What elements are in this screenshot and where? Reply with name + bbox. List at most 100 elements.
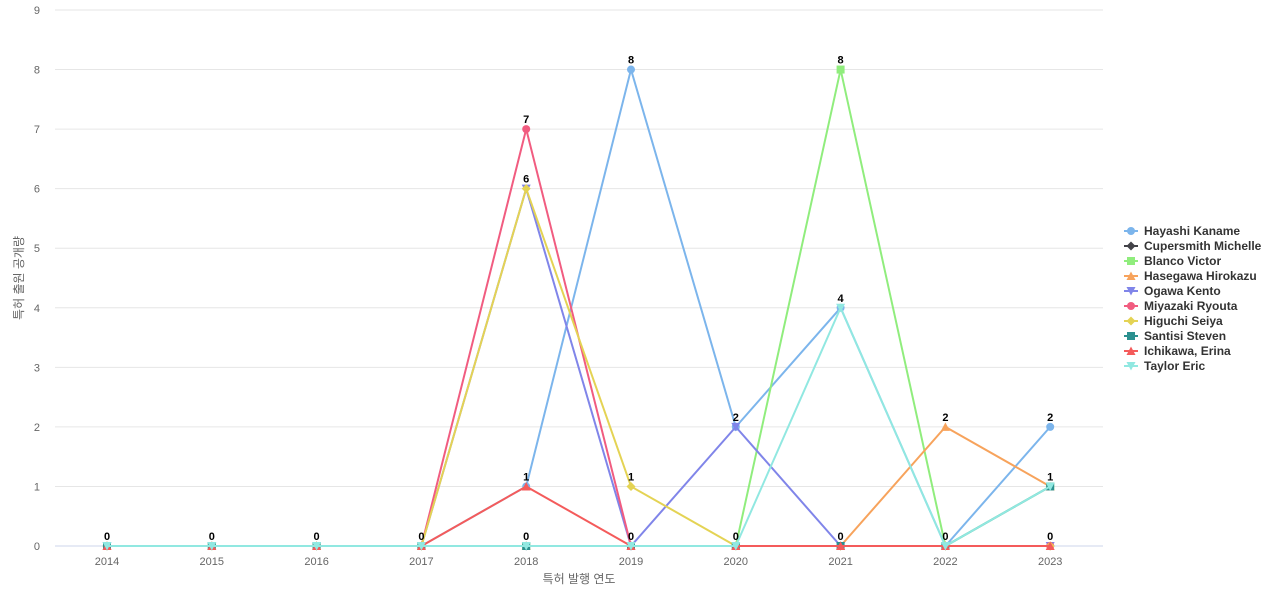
data-label: 0 xyxy=(314,531,320,543)
legend-marker xyxy=(1126,287,1136,296)
data-point xyxy=(940,422,950,431)
series-line[interactable] xyxy=(106,485,1052,547)
data-label: 2 xyxy=(942,412,948,424)
data-point xyxy=(522,125,531,134)
y-tick-label: 6 xyxy=(34,184,40,196)
x-tick-label: 2017 xyxy=(409,556,433,568)
gridlines xyxy=(55,9,1103,487)
data-labels: 0 0 0 0 7 6 1 0 8 1 0 2 0 8 4 0 2 0 2 1 0 xyxy=(104,55,1053,543)
data-point xyxy=(836,541,846,550)
legend-label: Santisi Steven xyxy=(1144,329,1226,343)
x-tick-label: 2023 xyxy=(1038,556,1062,568)
y-axis-title: 특허 출원 공개량 xyxy=(12,236,26,320)
x-tick-label: 2021 xyxy=(828,556,852,568)
data-label: 0 xyxy=(838,531,844,543)
legend-item[interactable]: Taylor Eric xyxy=(1124,359,1205,373)
legend-label: Taylor Eric xyxy=(1144,359,1205,373)
data-label: 2 xyxy=(733,412,739,424)
data-point xyxy=(207,542,217,551)
data-point xyxy=(521,184,531,194)
legend-item[interactable]: Hasegawa Hirokazu xyxy=(1124,269,1257,283)
data-label: 7 xyxy=(523,114,529,126)
data-label: 1 xyxy=(628,471,634,483)
data-point xyxy=(626,481,636,491)
data-label: 0 xyxy=(628,531,634,543)
data-point xyxy=(731,542,741,551)
x-tick-label: 2018 xyxy=(514,556,538,568)
data-label: 6 xyxy=(523,174,529,186)
y-tick-label: 0 xyxy=(34,541,40,553)
x-tick-label: 2016 xyxy=(304,556,328,568)
legend-item[interactable]: Miyazaki Ryouta xyxy=(1124,299,1238,313)
x-tick-label: 2022 xyxy=(933,556,957,568)
data-point xyxy=(1046,422,1055,431)
data-label: 0 xyxy=(523,531,529,543)
data-point xyxy=(1045,541,1055,550)
y-tick-label: 2 xyxy=(34,422,40,434)
legend-label: Ogawa Kento xyxy=(1144,284,1221,298)
data-label: 0 xyxy=(418,531,424,543)
data-point xyxy=(731,422,741,432)
data-point xyxy=(1045,482,1055,491)
legend-item[interactable]: Ogawa Kento xyxy=(1124,284,1221,298)
legend-marker xyxy=(1127,332,1135,340)
legend-label: Ichikawa, Erina xyxy=(1144,344,1231,358)
legend-item[interactable]: Cupersmith Michelle xyxy=(1124,239,1262,253)
y-tick-label: 4 xyxy=(34,303,40,315)
legend-marker xyxy=(1127,227,1135,235)
data-label: 0 xyxy=(733,531,739,543)
data-label: 2 xyxy=(1047,412,1053,424)
data-label: 1 xyxy=(523,471,529,483)
y-tick-label: 3 xyxy=(34,362,40,374)
data-label: 0 xyxy=(209,531,215,543)
legend-item[interactable]: Hayashi Kaname xyxy=(1124,224,1240,238)
x-tick-label: 2014 xyxy=(95,556,119,568)
data-point xyxy=(836,303,846,313)
y-tick-label: 9 xyxy=(34,5,40,17)
data-label: 8 xyxy=(628,55,634,67)
legend-item[interactable]: Higuchi Seiya xyxy=(1124,314,1223,328)
legend-marker xyxy=(1126,241,1136,251)
y-axis-ticks: 0 1 2 3 4 5 6 7 8 9 xyxy=(34,5,40,553)
y-tick-label: 5 xyxy=(34,243,40,255)
legend-item[interactable]: Santisi Steven xyxy=(1124,329,1226,343)
legend-label: Miyazaki Ryouta xyxy=(1144,299,1238,313)
data-point xyxy=(836,65,845,74)
data-label: 4 xyxy=(838,293,845,305)
legend-label: Higuchi Seiya xyxy=(1144,314,1223,328)
data-label: 0 xyxy=(942,531,948,543)
data-point xyxy=(521,481,531,491)
x-axis-title: 특허 발행 연도 xyxy=(543,571,616,586)
legend-label: Blanco Victor xyxy=(1144,254,1221,268)
x-tick-label: 2019 xyxy=(619,556,643,568)
y-tick-label: 1 xyxy=(34,481,40,493)
x-tick-label: 2015 xyxy=(200,556,224,568)
y-tick-label: 7 xyxy=(34,124,40,136)
data-point xyxy=(940,542,950,551)
legend-label: Cupersmith Michelle xyxy=(1144,239,1262,253)
legend-label: Hayashi Kaname xyxy=(1144,224,1240,238)
legend-marker xyxy=(1126,271,1136,280)
data-label: 0 xyxy=(1047,531,1053,543)
data-point xyxy=(521,542,531,551)
legend-marker xyxy=(1126,346,1136,355)
series-ichikawa-erina[interactable] xyxy=(102,481,1055,550)
legend-label: Hasegawa Hirokazu xyxy=(1144,269,1257,283)
data-point xyxy=(312,542,322,551)
x-tick-label: 2020 xyxy=(724,556,748,568)
data-point xyxy=(102,542,112,551)
data-point xyxy=(416,542,426,551)
data-point xyxy=(626,542,636,551)
legend-item[interactable]: Ichikawa, Erina xyxy=(1124,344,1231,358)
data-label: 8 xyxy=(838,55,844,67)
series-taylor-eric[interactable] xyxy=(102,303,1055,551)
legend-marker xyxy=(1127,257,1135,265)
legend-marker xyxy=(1126,362,1136,371)
data-label: 0 xyxy=(104,531,110,543)
legend-item[interactable]: Blanco Victor xyxy=(1124,254,1221,268)
data-label: 1 xyxy=(1047,471,1053,483)
series-line[interactable] xyxy=(106,306,1052,547)
x-axis-ticks: 2014 2015 2016 2017 2018 2019 2020 2021 2022 2023 xyxy=(95,556,1063,568)
